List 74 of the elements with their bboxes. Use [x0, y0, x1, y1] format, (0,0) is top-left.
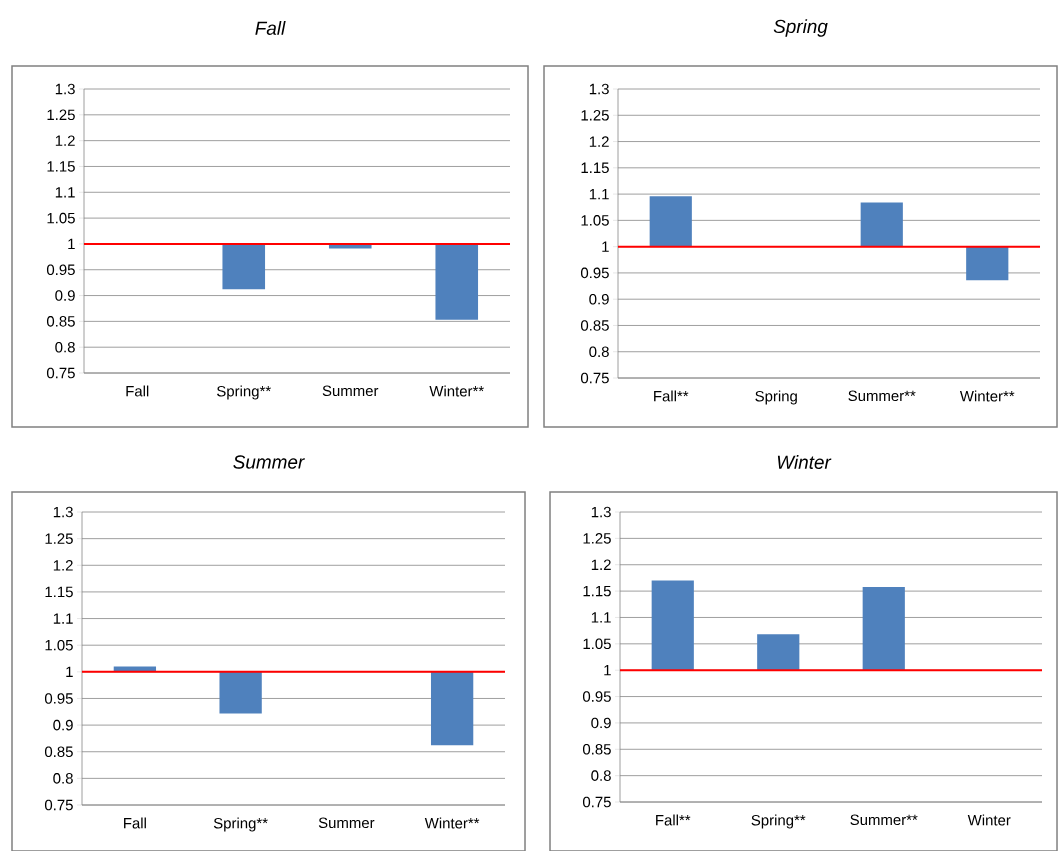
y-tick-label: 1.05 — [581, 215, 609, 226]
y-tick-label: 1.2 — [591, 559, 611, 570]
y-tick-label: 0.75 — [44, 799, 73, 811]
y-tick-label: 1.05 — [45, 639, 73, 651]
chart-title: Winter — [777, 455, 832, 469]
y-tick-label: 1.15 — [581, 162, 609, 174]
y-tick-label: 0.75 — [46, 367, 75, 379]
y-tick-label: 1 — [602, 241, 609, 252]
y-tick-label: 1 — [68, 238, 75, 250]
x-tick-label: Spring** — [751, 814, 806, 829]
chart-title: Spring — [773, 19, 828, 37]
y-tick-label: 1.3 — [55, 83, 75, 95]
y-tick-label: 1.25 — [583, 533, 611, 544]
bar — [966, 246, 1009, 281]
x-tick-label: Spring — [755, 390, 797, 405]
chart-title: Fall — [255, 21, 286, 35]
y-tick-label: 0.75 — [580, 372, 609, 384]
x-tick-label: Summer — [322, 385, 379, 397]
y-tick-label: 0.8 — [591, 770, 611, 781]
y-tick-label: 1.25 — [581, 109, 609, 121]
y-tick-label: 1.2 — [53, 560, 73, 571]
x-tick-label: Winter** — [424, 817, 480, 829]
bar — [860, 202, 903, 247]
y-tick-label: 1.1 — [589, 188, 609, 200]
y-tick-label: 0.9 — [53, 719, 73, 731]
y-tick-label: 1 — [604, 665, 611, 676]
y-tick-label: 0.85 — [44, 746, 73, 758]
y-tick-label: 0.9 — [591, 717, 611, 729]
y-tick-label: 1.05 — [583, 638, 611, 650]
x-tick-label: Summer** — [850, 814, 918, 826]
x-tick-label: Summer — [318, 817, 375, 829]
y-tick-label: 0.85 — [582, 743, 611, 755]
y-tick-label: 1.2 — [589, 136, 609, 147]
y-tick-label: 0.8 — [589, 346, 609, 358]
x-tick-label: Spring** — [217, 385, 271, 400]
bar — [862, 586, 905, 671]
y-tick-label: 0.85 — [580, 320, 609, 331]
y-tick-label: 1.15 — [47, 161, 75, 172]
y-tick-label: 0.85 — [46, 316, 75, 327]
y-tick-label: 1.2 — [55, 135, 75, 146]
x-tick-label: Summer** — [848, 390, 916, 402]
y-tick-label: 1.15 — [583, 585, 611, 597]
y-tick-label: 1.05 — [47, 212, 75, 224]
y-tick-label: 0.95 — [46, 264, 75, 276]
y-tick-label: 1.3 — [591, 506, 611, 518]
x-tick-label: Winter** — [959, 390, 1015, 402]
x-tick-label: Fall** — [654, 390, 689, 402]
y-tick-label: 0.8 — [55, 341, 75, 353]
y-tick-label: 0.75 — [582, 796, 611, 808]
y-tick-label: 0.9 — [589, 293, 609, 305]
bar — [651, 580, 694, 671]
x-tick-label: Spring** — [213, 817, 268, 832]
y-tick-label: 0.9 — [55, 290, 75, 301]
x-tick-label: Fall — [124, 817, 146, 829]
x-tick-label: Fall** — [656, 814, 691, 826]
y-tick-label: 1.1 — [591, 612, 611, 623]
y-tick-label: 1.3 — [589, 83, 609, 95]
y-tick-label: 0.95 — [44, 693, 73, 704]
x-tick-label: Fall — [126, 385, 149, 397]
y-tick-label: 1.15 — [45, 586, 73, 598]
bar — [757, 634, 800, 671]
y-tick-label: 0.95 — [582, 691, 611, 702]
y-tick-label: 1.3 — [53, 506, 73, 518]
y-tick-label: 0.8 — [53, 773, 73, 784]
x-tick-label: Winter — [967, 814, 1011, 826]
y-tick-label: 0.95 — [580, 267, 609, 279]
y-tick-label: 1.25 — [45, 533, 73, 544]
y-tick-label: 1.1 — [55, 187, 75, 198]
bar — [649, 196, 692, 247]
y-tick-label: 1.25 — [47, 109, 75, 121]
chart-title: Summer — [233, 455, 305, 469]
x-tick-label: Winter** — [429, 385, 484, 397]
y-tick-label: 1.1 — [53, 613, 73, 624]
y-tick-label: 1 — [66, 666, 73, 677]
